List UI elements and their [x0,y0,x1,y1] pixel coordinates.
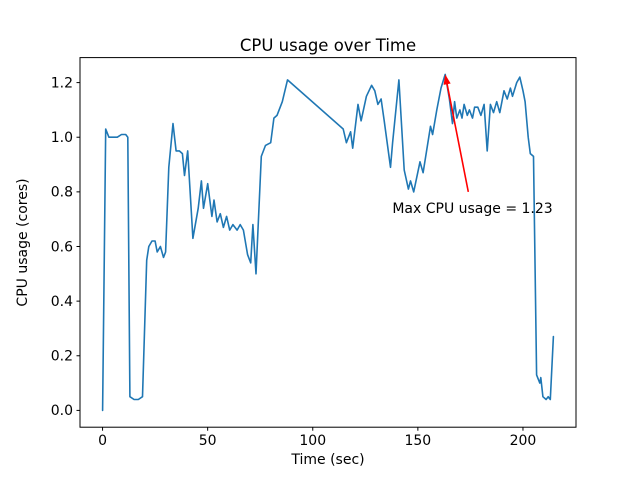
y-tick-label: 0.0 [51,403,73,419]
annotation-arrow [443,74,470,193]
arrow-shaft [445,82,470,193]
max-annotation-label: Max CPU usage = 1.23 [392,201,552,217]
y-tick-label: 1.2 [51,75,73,91]
chart-title: CPU usage over Time [240,36,416,55]
y-tick-label: 1.0 [51,130,73,146]
arrow-head-icon [443,74,451,85]
axes: 0 50 100 150 200 0.0 0.2 0.4 0.6 0.8 1.0 1.2 [51,57,577,449]
cpu-usage-line [101,73,555,412]
x-tick-label: 150 [404,433,431,449]
x-tick-label: 200 [510,433,537,449]
y-axis-label: CPU usage (cores) [15,178,31,306]
y-tick-label: 0.8 [51,185,73,201]
x-tick-label: 0 [98,433,107,449]
data-series [101,73,555,412]
x-tick-label: 100 [299,433,326,449]
y-tick-label: 0.2 [51,349,73,365]
plot-border [79,57,577,428]
y-tick-label: 0.4 [51,294,73,310]
x-axis-label: Time (sec) [290,452,364,468]
x-tick-label: 50 [199,433,217,449]
y-tick-label: 0.6 [51,239,73,255]
